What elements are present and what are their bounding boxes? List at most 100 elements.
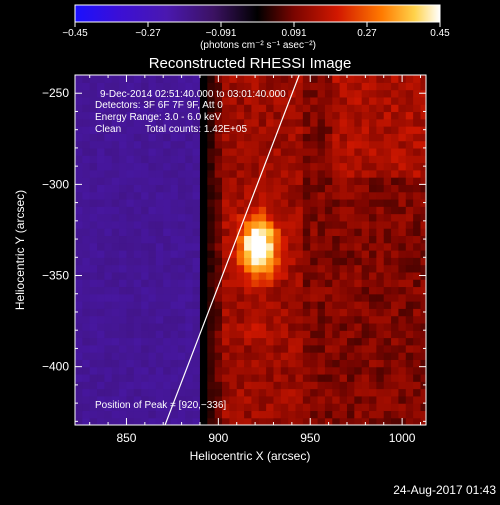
heatmap-cell [324,330,333,339]
heatmap-cell [148,184,157,193]
heatmap-cell [317,96,326,105]
heatmap-cell [280,352,289,360]
heatmap-cell [295,155,304,164]
heatmap-cell [369,220,377,229]
heatmap-cell [97,213,105,222]
heatmap-cell [317,89,326,98]
heatmap-cell [339,118,348,127]
heatmap-cell [199,373,208,382]
heatmap-cell [185,140,194,149]
heatmap-cell [280,344,289,353]
heatmap-cell [170,352,179,360]
heatmap-cell [258,118,267,127]
heatmap-cell [236,279,245,288]
heatmap-cell [119,395,128,404]
heatmap-cell [354,315,363,324]
heatmap-cell [163,96,172,105]
heatmap-cell [89,250,98,258]
heatmap-cell [339,235,348,244]
heatmap-cell [420,279,426,288]
heatmap-cell [354,147,363,156]
heatmap-cell [148,301,157,309]
heatmap-cell [236,242,245,251]
heatmap-cell [266,257,275,266]
heatmap-cell [266,133,275,142]
heatmap-cell [229,96,238,105]
heatmap-cell [295,279,304,288]
heatmap-cell [89,89,98,98]
heatmap-cell [258,140,267,149]
heatmap-cell [376,344,385,353]
heatmap-cell [405,184,414,193]
heatmap-cell [273,301,282,309]
heatmap-cell [324,271,333,280]
heatmap-cell [280,301,289,309]
heatmap-cell [119,169,128,178]
heatmap-cell [207,213,216,222]
heatmap-cell [229,271,238,280]
heatmap-cell [163,410,172,419]
heatmap-cell [273,118,282,127]
heatmap-cell [141,315,150,324]
heatmap-cell [339,388,348,397]
heatmap-cell [346,198,355,207]
heatmap-cell [244,198,253,207]
heatmap-cell [324,89,333,98]
heatmap-cell [258,257,267,266]
heatmap-cell [141,337,150,346]
heatmap-cell [199,337,208,346]
heatmap-cell [288,388,297,397]
heatmap-cell [229,169,238,178]
heatmap-cell [126,169,135,178]
heatmap-cell [75,366,83,375]
heatmap-cell [369,359,377,368]
heatmap-cell [75,242,83,251]
heatmap-cell [310,417,319,425]
heatmap-cell [405,89,414,98]
heatmap-cell [185,118,194,127]
heatmap-cell [413,330,422,339]
heatmap-cell [133,133,142,142]
heatmap-cell [391,271,400,280]
heatmap-cell [170,206,179,215]
heatmap-cell [339,330,348,339]
heatmap-cell [111,213,120,222]
heatmap-cell [339,82,348,91]
heatmap-cell [155,417,164,425]
heatmap-cell [75,250,83,258]
heatmap-cell [339,220,348,229]
heatmap-cell [192,330,201,339]
heatmap-cell [405,315,414,324]
heatmap-cell [295,184,304,193]
heatmap-cell [383,373,392,382]
heatmap-cell [361,352,370,360]
heatmap-cell [89,359,98,368]
heatmap-cell [288,75,297,83]
heatmap-cell [376,235,385,244]
heatmap-cell [214,206,223,215]
heatmap-cell [214,250,223,258]
heatmap-cell [75,330,83,339]
heatmap-cell [405,220,414,229]
heatmap-cell [141,75,150,83]
heatmap-cell [346,250,355,258]
heatmap-cell [295,359,304,368]
heatmap-cell [258,322,267,331]
heatmap-cell [420,373,426,382]
heatmap-cell [405,111,414,120]
heatmap-cell [398,301,407,309]
heatmap-cell [354,155,363,164]
heatmap-cell [119,352,128,360]
heatmap-cell [177,111,186,120]
heatmap-cell [339,257,348,266]
heatmap-cell [317,366,326,375]
heatmap-cell [111,286,120,295]
heatmap-cell [266,366,275,375]
heatmap-cell [236,89,245,98]
heatmap-cell [104,344,113,353]
heatmap-cell [405,279,414,288]
colorbar-tick-label: 0.27 [357,28,377,39]
heatmap-cell [354,140,363,149]
heatmap-cell [177,373,186,382]
heatmap-cell [288,198,297,207]
